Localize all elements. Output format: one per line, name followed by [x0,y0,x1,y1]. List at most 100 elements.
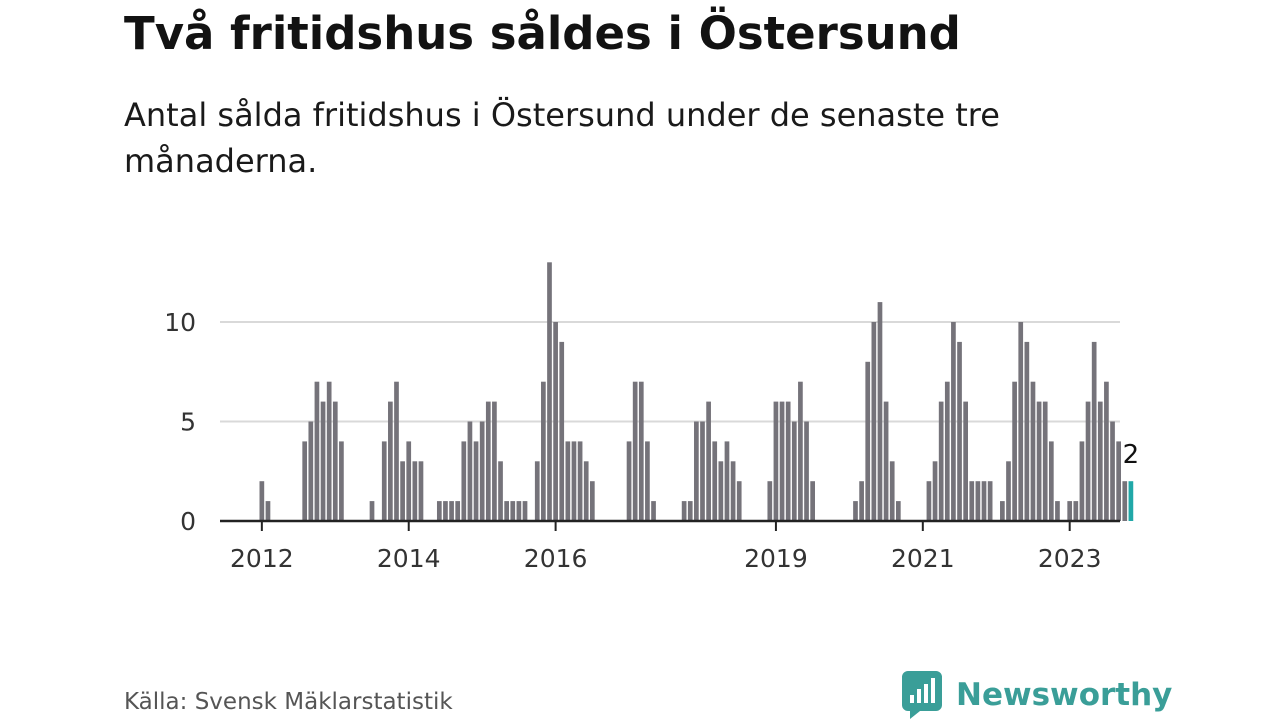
bar [1097,401,1103,521]
bar [730,461,736,521]
bar [810,481,815,521]
bar [308,421,314,521]
bar [1042,401,1048,521]
bar [583,461,589,521]
bar [1116,441,1121,521]
bar [553,322,558,521]
bar [259,481,265,521]
bar [571,441,577,521]
bar [632,381,638,521]
bar [479,421,485,521]
bar [565,441,571,521]
bar [712,441,718,521]
bar [1110,421,1115,521]
bar [412,461,418,521]
y-tick-label-10: 10 [164,308,196,337]
bar [1012,381,1017,521]
bar [498,461,503,521]
bar [547,262,552,521]
bar [320,401,326,521]
bar [889,461,895,521]
bar [1000,501,1005,521]
bar [700,421,705,521]
bar [1048,441,1054,521]
chart-title: Två fritidshus såldes i Östersund [124,7,961,60]
bar [436,501,442,521]
bar [1085,401,1091,521]
bar [504,501,509,521]
bar [706,401,711,521]
bar [804,421,809,521]
chart-subtitle: Antal sålda fritidshus i Östersund under… [124,96,1000,180]
y-tick-label-5: 5 [180,408,196,437]
bar [926,481,932,521]
bar [559,341,565,521]
x-tick-label-2014: 2014 [377,544,441,573]
bar [265,501,271,521]
bar [332,401,338,521]
bar [418,461,424,521]
bar [1018,322,1024,521]
bar [895,501,901,521]
bar [773,401,779,521]
x-tick-label-2023: 2023 [1038,544,1102,573]
bar [1104,381,1109,521]
brand-name: Newsworthy [956,677,1173,713]
bar [957,341,962,521]
bar [381,441,387,521]
bar [981,481,987,521]
bar [510,501,516,521]
bar [1030,381,1036,521]
bars [259,262,1134,521]
bar [492,401,497,521]
y-tick-label-0: 0 [180,507,196,536]
x-tick-label-2012: 2012 [230,544,294,573]
bar [791,421,797,521]
bar [718,461,724,521]
bar [871,322,877,521]
bar [969,481,975,521]
bar [767,481,773,521]
bar [406,441,412,521]
bar [522,501,528,521]
bar [877,302,883,521]
bar [1122,481,1128,521]
bar [1036,401,1042,521]
bar [883,401,889,521]
bar [339,441,344,521]
bar [798,381,803,521]
bar [865,361,871,521]
bar [388,401,393,521]
bar [516,501,522,521]
bar [589,481,595,521]
annotation-latest-value: 2 [1123,440,1140,470]
bar [944,381,950,521]
bar [975,481,981,521]
bar [302,441,308,521]
bar-latest [1128,481,1134,521]
bar [687,501,693,521]
bar [694,421,699,521]
bar-chart: 0 5 10 2012 2014 2016 2019 2021 2023 2 [164,262,1141,573]
bar [681,501,687,521]
bar [369,501,375,521]
bar [485,401,491,521]
bar [577,441,583,521]
grid-lines [220,321,1120,423]
bar [1091,341,1097,521]
bar [951,322,956,521]
bar [461,441,467,521]
bar [785,401,791,521]
bar [467,421,473,521]
bar [645,441,650,521]
bar [1079,441,1085,521]
bar [394,381,399,521]
bar [779,401,785,521]
labels: 0 5 10 2012 2014 2016 2019 2021 2023 2 [164,308,1141,573]
source-note: Källa: Svensk Mäklarstatistik [124,689,453,715]
x-tick-label-2016: 2016 [524,544,588,573]
bar [314,381,320,521]
bar [724,441,730,521]
bar [651,501,656,521]
bar [736,481,742,521]
